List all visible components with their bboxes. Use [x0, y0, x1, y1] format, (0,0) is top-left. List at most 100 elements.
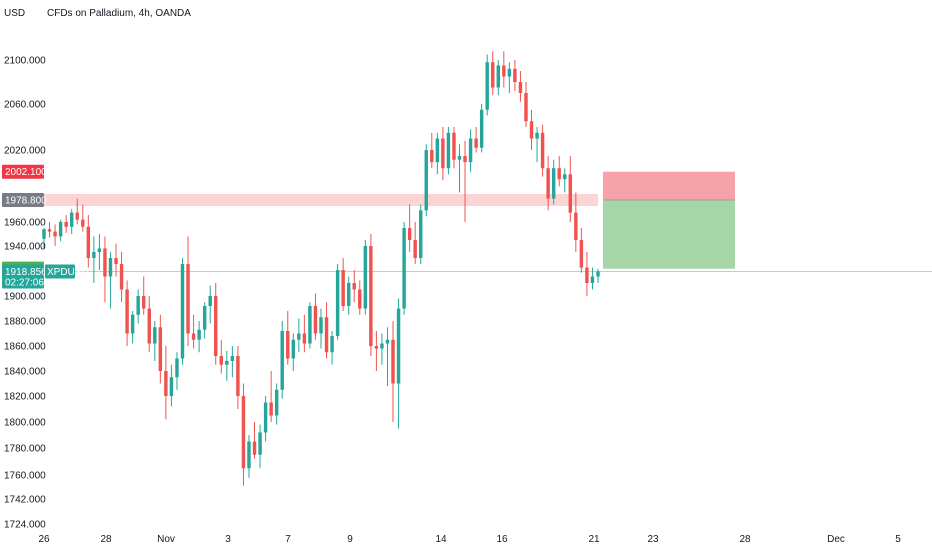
candle-body — [119, 264, 124, 290]
candle — [297, 318, 301, 353]
candle-body — [463, 156, 467, 163]
candle — [596, 268, 600, 283]
candle-body — [596, 271, 600, 277]
candle-body — [313, 306, 318, 334]
y-tick-label: 1880.000 — [4, 317, 46, 328]
candle-body — [180, 264, 185, 359]
candle-body — [419, 210, 423, 258]
candle-body — [402, 228, 406, 309]
candle — [269, 371, 273, 422]
y-tick-label: 1780.000 — [4, 444, 46, 455]
candle-body — [391, 339, 395, 384]
candle — [551, 159, 556, 205]
candle — [280, 321, 284, 399]
candle — [302, 314, 307, 353]
time-axis[interactable]: 26 28 Nov 3 7 9 14 16 21 23 28 Dec 5 — [38, 534, 901, 545]
candle — [380, 333, 384, 365]
candle — [557, 156, 561, 187]
y-tick-label: 1900.000 — [4, 292, 46, 303]
candle — [424, 144, 428, 217]
candle — [430, 132, 434, 169]
candle-body — [574, 212, 578, 240]
candle-body — [346, 283, 351, 306]
chart-title: CFDs on Palladium, 4h, OANDA — [47, 8, 191, 19]
candle-body — [396, 308, 401, 384]
candle-body — [236, 356, 240, 396]
candle-body — [374, 346, 379, 349]
candle-body — [58, 222, 63, 237]
candle — [81, 204, 85, 232]
candle-body — [468, 138, 473, 163]
candle — [391, 321, 395, 422]
candle-body — [252, 441, 257, 455]
candle — [485, 54, 489, 116]
candle — [319, 308, 323, 349]
candle-body — [42, 229, 46, 239]
y-tick-label: 1960.000 — [4, 218, 46, 229]
candle-body — [103, 248, 107, 277]
candle — [58, 219, 63, 242]
candle — [197, 321, 201, 353]
y-tick-label: 1840.000 — [4, 367, 46, 378]
candle — [457, 144, 462, 193]
candle-body — [496, 65, 500, 88]
take-profit-zone[interactable] — [603, 200, 735, 269]
candle — [419, 204, 423, 264]
candle — [47, 222, 52, 238]
price-axis[interactable]: 2100.000 2060.000 2020.000 1960.000 1940.000… — [4, 56, 46, 531]
candle-body — [585, 267, 589, 283]
candle-body — [474, 138, 478, 148]
candle-body — [214, 296, 218, 356]
candle — [114, 243, 118, 277]
candle — [219, 339, 223, 374]
candle — [540, 124, 545, 177]
y-tick-label: 2020.000 — [4, 146, 46, 157]
candle — [407, 204, 412, 252]
candle-body — [247, 441, 251, 469]
candle-body — [452, 132, 456, 160]
candle — [435, 132, 440, 175]
candle-body — [186, 264, 190, 334]
candle-body — [197, 329, 201, 340]
candle-body — [219, 356, 223, 365]
candle-body — [524, 93, 528, 122]
candle — [75, 198, 79, 225]
candle-body — [274, 389, 279, 416]
candle-body — [158, 327, 163, 371]
y-tick-label: 1800.000 — [4, 418, 46, 429]
candle — [513, 60, 517, 91]
candle — [92, 236, 96, 283]
candle-body — [352, 283, 356, 290]
x-tick-label: 14 — [435, 534, 447, 545]
svg-text:2002.100: 2002.100 — [5, 167, 47, 178]
candle-body — [191, 333, 196, 340]
candle-body — [457, 156, 462, 160]
candle — [529, 109, 534, 150]
candle-body — [64, 222, 68, 227]
candle-body — [358, 289, 362, 309]
x-tick-label: 28 — [100, 534, 112, 545]
candle-body — [540, 132, 545, 169]
stop-loss-zone[interactable] — [603, 171, 735, 200]
candle — [53, 224, 57, 246]
candle-body — [529, 121, 534, 139]
candle-body — [302, 333, 307, 344]
candle — [286, 311, 290, 365]
candle — [385, 327, 390, 386]
candle — [396, 298, 401, 429]
resistance-band — [41, 194, 598, 206]
candle-body — [69, 212, 74, 227]
candle-body — [335, 270, 340, 336]
y-tick-label: 2060.000 — [4, 100, 46, 111]
candle-body — [175, 358, 179, 378]
candle-body — [47, 229, 52, 232]
x-tick-label: 5 — [895, 534, 901, 545]
candle-body — [286, 331, 290, 359]
candle-body — [324, 317, 329, 353]
candle — [358, 280, 362, 315]
candle-body — [518, 82, 523, 93]
candle-body — [441, 138, 445, 169]
candle — [274, 383, 279, 425]
